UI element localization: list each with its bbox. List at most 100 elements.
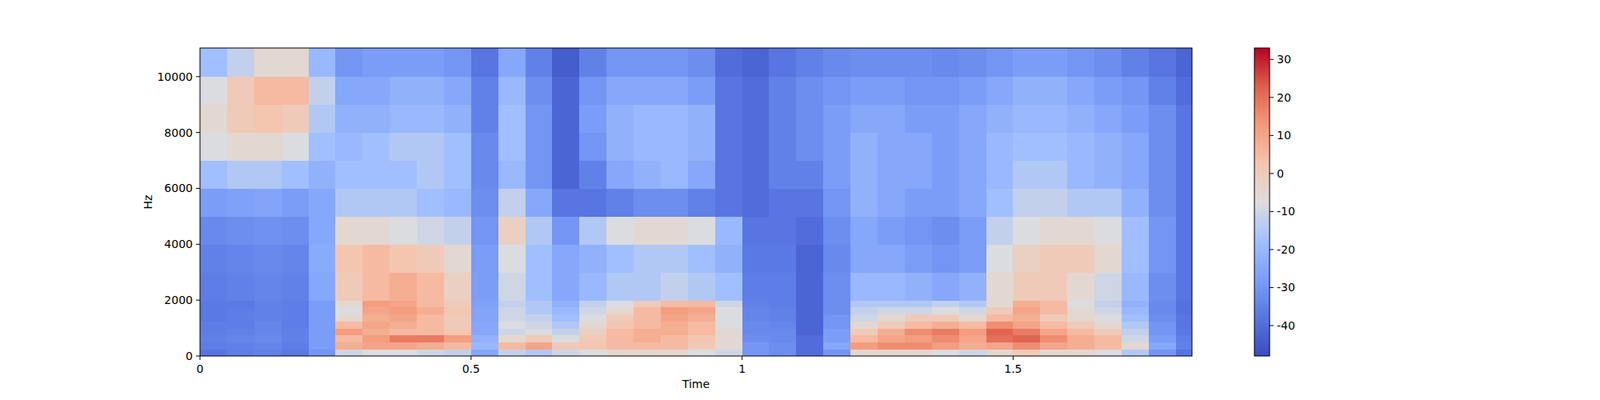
- cell: [525, 188, 553, 217]
- cell: [742, 335, 770, 343]
- cell: [904, 335, 932, 343]
- cell: [904, 314, 932, 322]
- cell: [579, 104, 607, 134]
- cell: [660, 342, 688, 350]
- cell: [227, 272, 255, 301]
- cell: [1012, 348, 1040, 356]
- cell: [498, 216, 526, 245]
- cell: [308, 335, 336, 343]
- cell: [1121, 348, 1149, 356]
- cell: [959, 244, 987, 273]
- cell: [768, 348, 796, 356]
- cell: [932, 335, 960, 343]
- cell: [742, 244, 770, 273]
- cell: [1176, 348, 1192, 356]
- cell: [1148, 307, 1176, 315]
- cell: [796, 160, 824, 190]
- cell: [444, 272, 472, 301]
- cell: [606, 300, 634, 308]
- cell: [389, 314, 417, 322]
- cell: [1176, 216, 1192, 245]
- cell: [335, 307, 363, 315]
- cell: [1012, 300, 1040, 308]
- y-axis-label: Hz: [141, 195, 155, 210]
- cell: [281, 76, 309, 106]
- cell: [633, 348, 661, 356]
- cell: [308, 348, 336, 356]
- cell: [715, 328, 743, 336]
- cell: [335, 104, 363, 134]
- cell: [904, 272, 932, 301]
- colorbar: [1254, 48, 1270, 356]
- cell: [200, 320, 228, 328]
- cell: [1067, 328, 1095, 336]
- cell: [254, 132, 282, 162]
- cell: [444, 300, 472, 308]
- cell: [416, 300, 444, 308]
- cell: [606, 348, 634, 356]
- cell: [254, 348, 282, 356]
- cell: [1012, 48, 1040, 77]
- cell: [633, 132, 661, 162]
- cell: [877, 132, 905, 162]
- cell: [1176, 188, 1192, 217]
- cell: [633, 48, 661, 77]
- cell: [498, 307, 526, 315]
- cell: [715, 188, 743, 217]
- cell: [1067, 300, 1095, 308]
- cell: [823, 272, 851, 301]
- cell: [335, 244, 363, 273]
- cell: [362, 104, 390, 134]
- cell: [796, 132, 824, 162]
- cell: [227, 48, 255, 77]
- cell: [1040, 348, 1068, 356]
- cell: [715, 300, 743, 308]
- cell: [1094, 160, 1122, 190]
- cell: [660, 328, 688, 336]
- cell: [579, 132, 607, 162]
- cell: [200, 300, 228, 308]
- cell: [768, 48, 796, 77]
- cell: [904, 307, 932, 315]
- cell: [1148, 320, 1176, 328]
- cell: [660, 132, 688, 162]
- cell: [389, 216, 417, 245]
- cell: [227, 188, 255, 217]
- cell: [254, 300, 282, 308]
- cell: [281, 216, 309, 245]
- cell: [1121, 314, 1149, 322]
- cell: [904, 244, 932, 273]
- cell: [362, 244, 390, 273]
- cell: [362, 160, 390, 190]
- cell: [742, 328, 770, 336]
- cell: [959, 300, 987, 308]
- cell: [254, 188, 282, 217]
- cell: [200, 342, 228, 350]
- cell: [850, 314, 878, 322]
- cell: [200, 307, 228, 315]
- cell: [1121, 132, 1149, 162]
- cell: [471, 314, 499, 322]
- cell: [1067, 104, 1095, 134]
- cell: [1176, 160, 1192, 190]
- cell: [1012, 307, 1040, 315]
- cell: [471, 348, 499, 356]
- cell: [416, 76, 444, 106]
- cell: [1040, 335, 1068, 343]
- cell: [498, 272, 526, 301]
- cell: [444, 216, 472, 245]
- cell: [742, 48, 770, 77]
- cell: [1012, 160, 1040, 190]
- cell: [498, 160, 526, 190]
- cell: [389, 348, 417, 356]
- cell: [1176, 328, 1192, 336]
- cell: [688, 104, 716, 134]
- cell: [850, 272, 878, 301]
- cell: [688, 348, 716, 356]
- cell: [335, 160, 363, 190]
- cell: [1012, 314, 1040, 322]
- y-tick-label: 0: [185, 349, 193, 363]
- cell: [877, 48, 905, 77]
- cell: [932, 300, 960, 308]
- cell: [932, 314, 960, 322]
